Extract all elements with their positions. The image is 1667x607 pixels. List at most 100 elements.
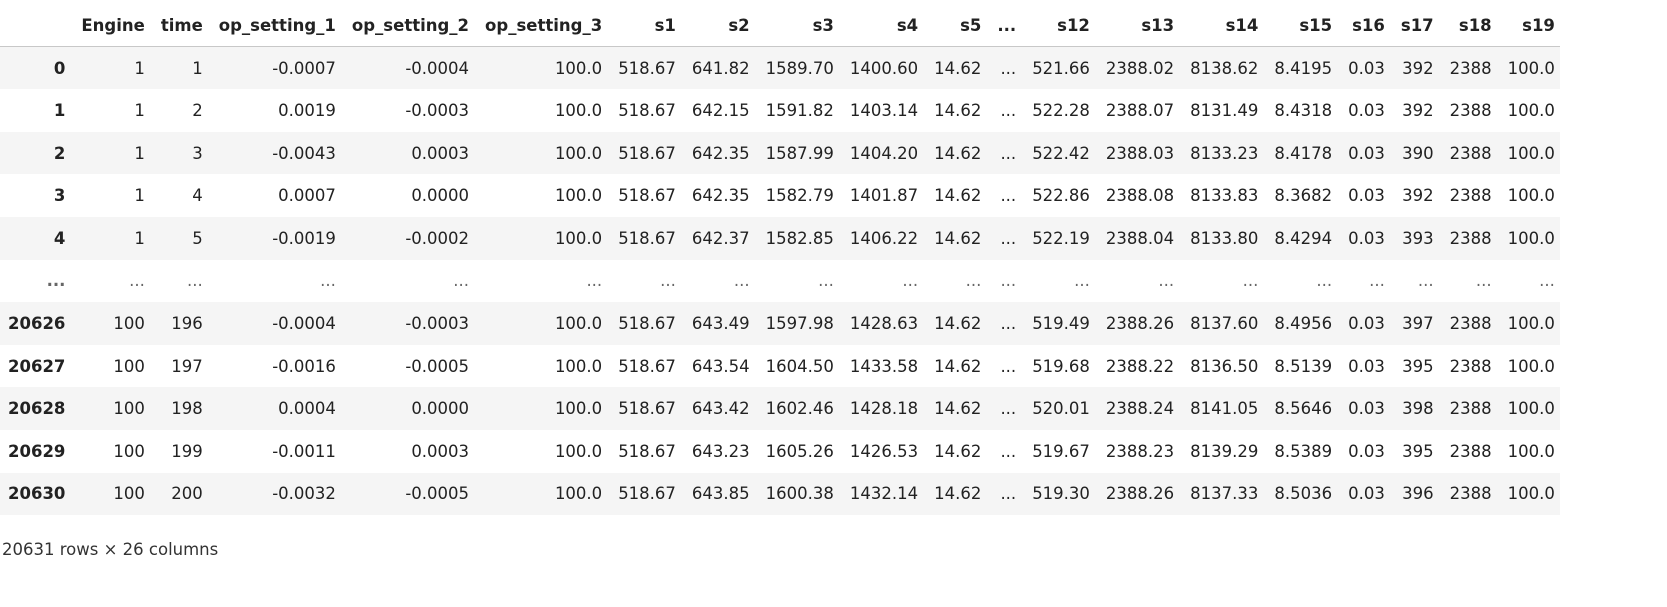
table-cell: 100.0 bbox=[554, 484, 603, 504]
table-cell: 1 bbox=[134, 186, 145, 206]
table-cell: 1428.63 bbox=[849, 313, 919, 333]
table-row: 20629 100 199 -0.0011 0.0003 100.0 518.67 643.2… bbox=[0, 429, 1560, 473]
table-cell: ... bbox=[1475, 271, 1492, 291]
table-cell: 14.62 bbox=[934, 313, 982, 333]
table-cell: 643.23 bbox=[691, 441, 750, 461]
row-index: 20630 bbox=[8, 484, 66, 504]
table-cell: 14.62 bbox=[934, 356, 982, 376]
table-cell: ... bbox=[1242, 271, 1259, 291]
table-cell: 8.4318 bbox=[1274, 100, 1333, 120]
row-index: 20629 bbox=[8, 441, 66, 461]
table-cell: 100.0 bbox=[554, 143, 603, 163]
table-cell: 519.30 bbox=[1032, 484, 1090, 504]
table-cell: 198 bbox=[171, 399, 203, 419]
table-cell: ... bbox=[1000, 186, 1017, 206]
table-cell: -0.0016 bbox=[272, 356, 336, 376]
table-cell: ... bbox=[818, 271, 834, 291]
table-cell: 0.03 bbox=[1348, 441, 1385, 461]
table-cell: 1 bbox=[134, 58, 145, 78]
table-cell: 8138.62 bbox=[1190, 58, 1259, 78]
table-cell: 8.4956 bbox=[1274, 313, 1333, 333]
dataframe-shape-summary: 20631 rows × 26 columns bbox=[2, 540, 219, 559]
table-cell: 0.03 bbox=[1348, 484, 1385, 504]
table-cell: 14.62 bbox=[934, 186, 982, 206]
table-cell: 1 bbox=[134, 100, 145, 120]
table-cell: 642.15 bbox=[691, 100, 750, 120]
table-cell: 1404.20 bbox=[849, 143, 919, 163]
table-cell: ... bbox=[1316, 271, 1333, 291]
table-cell: 100.0 bbox=[1507, 441, 1555, 461]
table-cell: 14.62 bbox=[934, 100, 982, 120]
table-cell: 0.03 bbox=[1348, 399, 1385, 419]
table-row: 20627 100 197 -0.0016 -0.0005 100.0 518.67 643.… bbox=[0, 344, 1560, 388]
table-row: 2 1 3 -0.0043 0.0003 100.0 518.67 642.35 1587.99… bbox=[0, 131, 1560, 175]
table-cell: 518.67 bbox=[618, 484, 676, 504]
table-cell: 2388.26 bbox=[1105, 484, 1175, 504]
table-cell: 14.62 bbox=[934, 143, 982, 163]
table-cell: ... bbox=[1000, 313, 1017, 333]
table-cell: 392 bbox=[1402, 100, 1434, 120]
table-cell: 518.67 bbox=[618, 100, 676, 120]
table-cell: 1428.18 bbox=[849, 399, 919, 419]
table-cell: 100.0 bbox=[554, 441, 603, 461]
column-header-s15: s15 bbox=[1266, 4, 1341, 48]
table-cell: 0.03 bbox=[1348, 100, 1385, 120]
table-cell: ... bbox=[1074, 271, 1090, 291]
table-cell: 0.0004 bbox=[278, 399, 336, 419]
table-cell: 397 bbox=[1402, 313, 1434, 333]
table-cell: ... bbox=[1000, 441, 1017, 461]
table-cell: ... bbox=[1000, 228, 1017, 248]
table-cell: ... bbox=[1000, 356, 1017, 376]
table-cell: 100 bbox=[113, 484, 145, 504]
column-header-s13: s13 bbox=[1097, 4, 1183, 48]
table-cell: 100.0 bbox=[554, 313, 603, 333]
column-header-index bbox=[0, 4, 74, 48]
table-cell: 8.4178 bbox=[1274, 143, 1333, 163]
row-index: 20628 bbox=[8, 399, 66, 419]
column-header-s4: s4 bbox=[841, 4, 927, 48]
table-cell: 14.62 bbox=[934, 441, 982, 461]
table-cell: ... bbox=[129, 271, 145, 291]
table-cell: 522.19 bbox=[1032, 228, 1090, 248]
table-cell: 0.0000 bbox=[411, 399, 470, 419]
table-cell: 0.03 bbox=[1348, 186, 1385, 206]
table-cell: 8.5139 bbox=[1274, 356, 1333, 376]
column-header-s3: s3 bbox=[757, 4, 842, 48]
table-cell: 100.0 bbox=[1507, 399, 1555, 419]
table-cell: 14.62 bbox=[934, 228, 982, 248]
table-cell: 8133.23 bbox=[1190, 143, 1259, 163]
row-index: 2 bbox=[53, 143, 66, 163]
table-cell: 100.0 bbox=[1507, 58, 1555, 78]
table-cell: 643.49 bbox=[691, 313, 750, 333]
table-cell: 8137.60 bbox=[1190, 313, 1259, 333]
table-cell: ... bbox=[1539, 271, 1555, 291]
column-header-s12: s12 bbox=[1024, 4, 1098, 48]
table-cell: 1602.46 bbox=[765, 399, 834, 419]
table-cell: 2388 bbox=[1449, 100, 1492, 120]
table-cell: ... bbox=[586, 271, 603, 291]
table-cell: 1605.26 bbox=[765, 441, 834, 461]
table-cell: 2388 bbox=[1449, 186, 1492, 206]
table-cell: 392 bbox=[1402, 58, 1434, 78]
table-cell: -0.0019 bbox=[272, 228, 336, 248]
table-cell: 2388.08 bbox=[1105, 186, 1175, 206]
table-cell: 2388 bbox=[1449, 399, 1492, 419]
table-row: ........................................… bbox=[0, 259, 1560, 303]
table-header: Engine time op_setting_1 op_setting_2 op_set… bbox=[0, 4, 1560, 48]
table-cell: 393 bbox=[1402, 228, 1434, 248]
table-cell: 2388 bbox=[1449, 58, 1492, 78]
table-row: 0 1 1 -0.0007 -0.0004 100.0 518.67 641.82 1589.7… bbox=[0, 46, 1560, 90]
column-header-s5: s5 bbox=[926, 4, 990, 48]
table-cell: 100.0 bbox=[554, 100, 603, 120]
table-cell: ... bbox=[902, 271, 919, 291]
table-cell: 100 bbox=[113, 356, 145, 376]
table-cell: 518.67 bbox=[618, 356, 676, 376]
table-cell: 2 bbox=[192, 100, 203, 120]
table-cell: 1582.79 bbox=[765, 186, 834, 206]
table-cell: 0.0007 bbox=[278, 186, 336, 206]
table-cell: 100.0 bbox=[1507, 100, 1555, 120]
table-row: 3 1 4 0.0007 0.0000 100.0 518.67 642.35 1582.79 1… bbox=[0, 174, 1560, 217]
table-cell: 398 bbox=[1402, 399, 1434, 419]
table-cell: 100.0 bbox=[1507, 143, 1555, 163]
row-index: ... bbox=[46, 271, 66, 291]
